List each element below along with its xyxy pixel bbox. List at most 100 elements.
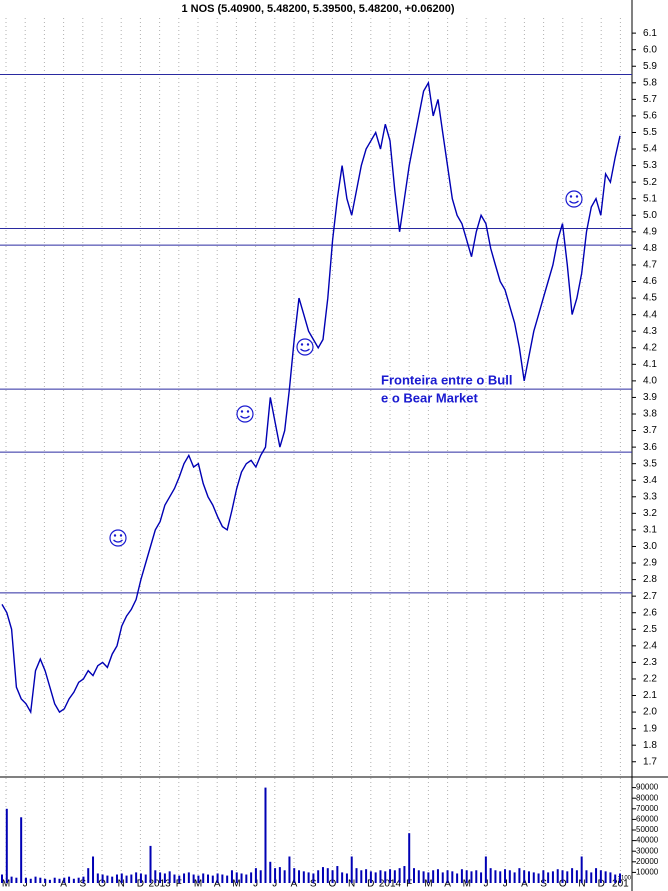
x-tick-label: M <box>424 879 432 890</box>
x-tick-label: A <box>214 879 221 890</box>
volume-bar <box>159 872 162 883</box>
x-tick-label: F <box>406 879 412 890</box>
volume-bar <box>422 871 425 883</box>
volume-bar <box>436 869 439 883</box>
volume-bar <box>460 869 463 883</box>
y-tick-label: 3.5 <box>643 458 657 469</box>
x-tick-label: N <box>578 879 585 890</box>
volume-bar <box>465 870 468 883</box>
volume-bar <box>63 877 66 883</box>
y-tick-label: 3.6 <box>643 442 657 453</box>
x-tick-label: N <box>118 879 125 890</box>
volume-bar <box>211 875 214 883</box>
volume-bar <box>561 870 564 883</box>
volume-bar <box>398 868 401 883</box>
volume-bar <box>34 876 37 883</box>
volume-bar <box>341 872 344 883</box>
volume-bar <box>68 876 71 883</box>
smiley-icon <box>236 405 254 423</box>
y-tick-label: 4.6 <box>643 276 657 287</box>
volume-bar <box>221 874 224 883</box>
x-tick-label: J <box>23 879 28 890</box>
volume-bar <box>207 874 209 883</box>
volume-bar <box>130 874 133 883</box>
y-tick-label: 3.9 <box>643 392 657 403</box>
volume-bar <box>556 869 559 883</box>
volume-bar <box>350 856 353 883</box>
volume-bar <box>101 874 104 883</box>
y-tick-label: 4.4 <box>643 309 657 320</box>
volume-bar <box>369 871 372 883</box>
volume-bar <box>432 870 435 883</box>
volume-bar <box>566 871 569 883</box>
volume-bar <box>374 872 377 883</box>
volume-bar <box>537 873 540 883</box>
volume-bar <box>489 868 492 883</box>
x-tick-label: 201 <box>612 879 629 890</box>
volume-bar <box>379 870 382 883</box>
volume-bar <box>106 875 109 883</box>
y-tick-label: 4.3 <box>643 326 657 337</box>
volume-bar <box>513 872 516 883</box>
x-tick-label: N <box>348 879 355 890</box>
volume-bar <box>92 856 95 883</box>
volume-bar <box>269 861 272 883</box>
y-tick-label: 2.7 <box>643 591 657 602</box>
y-tick-label: 10000 <box>636 868 659 877</box>
y-tick-label: 20000 <box>636 857 659 866</box>
volume-bar <box>393 870 396 883</box>
volume-bar <box>590 872 593 883</box>
volume-bar <box>1 874 3 883</box>
y-tick-label: 5.5 <box>643 127 657 138</box>
volume-bar <box>168 871 171 883</box>
y-tick-label: 3.2 <box>643 508 657 519</box>
x-tick-label: S <box>310 879 317 890</box>
volume-bar <box>523 870 526 883</box>
y-tick-label: 3.3 <box>643 491 657 502</box>
y-tick-label: 30000 <box>636 846 659 855</box>
volume-bar <box>494 870 497 883</box>
y-tick-label: 2.6 <box>643 607 657 618</box>
y-tick-label: 5.8 <box>643 77 657 88</box>
x-tick-label: F <box>176 879 182 890</box>
x-tick-label: J <box>253 879 258 890</box>
volume-bar <box>149 845 152 883</box>
volume-bar <box>96 873 99 883</box>
volume-bar <box>245 874 248 883</box>
y-tick-label: 4.0 <box>643 376 657 387</box>
volume-bar <box>274 868 277 883</box>
volume-bar <box>619 873 621 883</box>
volume-bar <box>120 873 123 883</box>
volume-bar <box>235 872 238 883</box>
chart-title: 1 NOS (5.40900, 5.48200, 5.39500, 5.4820… <box>181 3 454 15</box>
volume-bar <box>614 874 617 883</box>
volume-bar <box>413 868 415 883</box>
volume-bar <box>58 878 61 883</box>
volume-bar <box>575 870 578 883</box>
volume-bar <box>293 868 296 883</box>
x-tick-label: 2014 <box>379 879 402 890</box>
volume-bar <box>475 870 478 883</box>
volume-bar <box>389 869 392 883</box>
grid-layer <box>5 18 621 883</box>
y-tick-label: 2.3 <box>643 657 657 668</box>
y-tick-label: 5.7 <box>643 94 657 105</box>
volume-bar <box>15 877 18 883</box>
volume-bar <box>384 871 387 883</box>
y-tick-label: 3.7 <box>643 425 657 436</box>
y-tick-label: 90000 <box>636 783 659 792</box>
x-tick-label: D <box>367 879 374 890</box>
x-tick-label: J <box>272 879 277 890</box>
volume-bar <box>508 870 511 883</box>
y-tick-label: 6.0 <box>643 44 657 55</box>
y-tick-label: 2.2 <box>643 674 657 685</box>
y-tick-label: 70000 <box>636 804 659 813</box>
volume-bar <box>408 833 411 883</box>
volume-bar <box>82 876 85 883</box>
volume-bar <box>72 878 75 883</box>
x-tick-label: O <box>559 879 567 890</box>
volume-bar <box>192 874 195 883</box>
y-tick-label: 2.1 <box>643 690 657 701</box>
smiley-icon <box>109 529 127 547</box>
y-tick-label: 3.8 <box>643 409 657 420</box>
